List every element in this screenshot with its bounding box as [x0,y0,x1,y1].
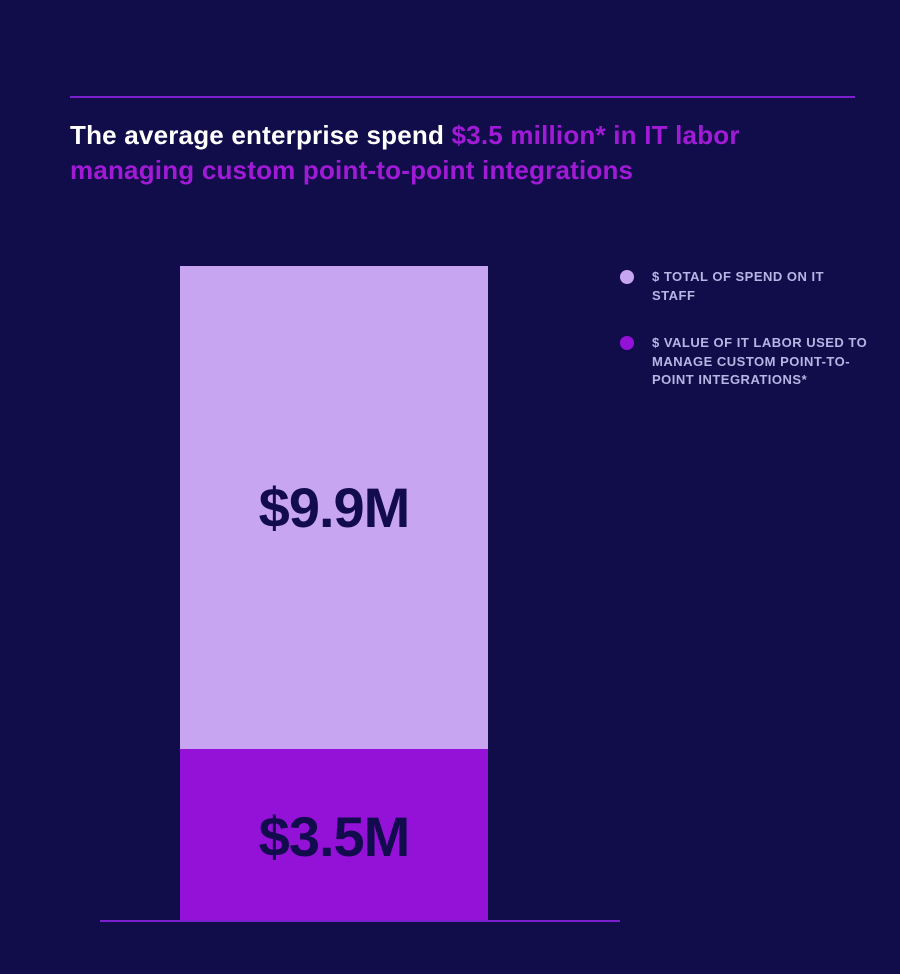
legend-item-total: $ TOTAL OF SPEND ON IT STAFF [620,268,870,306]
headline-part-white: The average enterprise spend [70,120,452,150]
chart-area: $9.9M $3.5M [100,256,620,936]
bar-segment-integrations: $3.5M [180,749,488,920]
bar-segment-total: $9.9M [180,266,488,749]
headline: The average enterprise spend $3.5 millio… [70,118,840,188]
legend-item-integrations: $ VALUE OF IT LABOR USED TO MANAGE CUSTO… [620,334,870,391]
bar-segment-total-label: $9.9M [259,475,410,540]
bar-segment-integrations-label: $3.5M [259,800,410,869]
chart-baseline [100,920,620,922]
legend-text-total: $ TOTAL OF SPEND ON IT STAFF [652,268,870,306]
legend-swatch-icon [620,270,634,284]
legend-swatch-icon [620,336,634,350]
legend: $ TOTAL OF SPEND ON IT STAFF $ VALUE OF … [620,268,870,418]
legend-text-integrations: $ VALUE OF IT LABOR USED TO MANAGE CUSTO… [652,334,870,391]
top-divider [70,96,855,98]
stacked-bar: $9.9M $3.5M [180,266,488,920]
